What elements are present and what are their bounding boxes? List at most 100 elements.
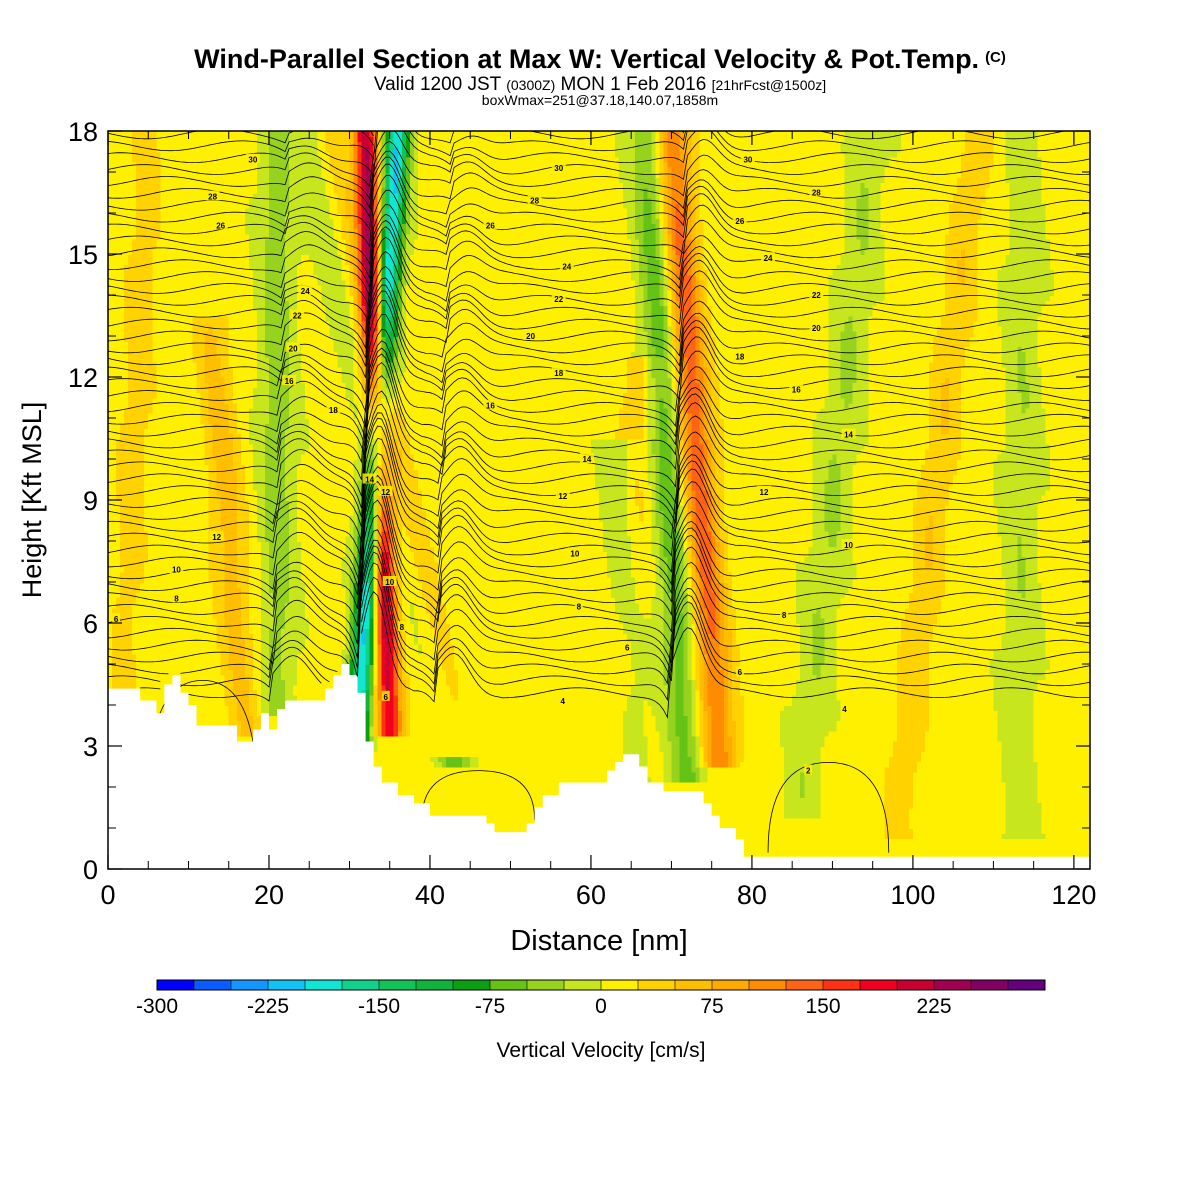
velocity-cell — [136, 289, 141, 296]
velocity-cell — [128, 397, 133, 404]
velocity-cell — [196, 377, 202, 383]
velocity-cell — [132, 356, 137, 363]
velocity-cell — [108, 361, 113, 368]
velocity-cell — [164, 489, 170, 496]
velocity-cell — [260, 172, 266, 178]
velocity-cell — [160, 207, 166, 214]
velocity-cell — [108, 202, 113, 209]
velocity-cell — [200, 166, 206, 173]
velocity-cell — [260, 658, 266, 665]
velocity-cell — [136, 330, 141, 337]
velocity-cell — [160, 592, 166, 599]
velocity-cell — [140, 315, 145, 322]
velocity-cell — [208, 356, 214, 363]
velocity-cell — [128, 674, 133, 681]
velocity-cell — [180, 141, 186, 148]
velocity-cell — [204, 438, 210, 445]
velocity-cell — [184, 218, 190, 224]
velocity-cell — [212, 274, 218, 281]
velocity-cell — [164, 223, 170, 230]
velocity-cell — [220, 571, 226, 578]
velocity-cell — [208, 254, 214, 260]
velocity-cell — [184, 633, 190, 640]
velocity-cell — [144, 674, 149, 681]
velocity-cell — [148, 366, 153, 373]
velocity-cell — [136, 453, 141, 460]
velocity-cell — [144, 669, 149, 675]
velocity-cell — [204, 633, 210, 640]
velocity-cell — [128, 489, 133, 496]
velocity-cell — [148, 530, 153, 537]
velocity-cell — [208, 541, 214, 547]
velocity-cell — [172, 648, 178, 655]
velocity-cell — [144, 341, 149, 347]
velocity-cell — [192, 505, 198, 511]
velocity-cell — [128, 310, 133, 317]
velocity-cell — [204, 136, 210, 142]
velocity-cell — [204, 479, 210, 486]
velocity-cell — [236, 259, 242, 265]
velocity-cell — [172, 576, 178, 583]
velocity-cell — [172, 571, 178, 578]
velocity-cell — [108, 238, 113, 245]
velocity-cell — [208, 561, 214, 568]
velocity-cell — [188, 612, 194, 619]
velocity-cell — [168, 356, 174, 363]
velocity-cell — [188, 243, 194, 250]
velocity-cell — [192, 664, 198, 670]
velocity-cell — [108, 371, 113, 378]
velocity-cell — [260, 556, 266, 563]
velocity-cell — [196, 197, 202, 204]
velocity-cell — [108, 279, 113, 286]
velocity-cell — [172, 228, 178, 235]
velocity-cell — [168, 418, 174, 424]
velocity-cell — [120, 515, 125, 522]
velocity-cell — [180, 433, 186, 440]
velocity-cell — [260, 264, 266, 271]
velocity-cell — [124, 679, 129, 686]
velocity-cell — [120, 556, 125, 563]
velocity-cell — [164, 571, 170, 578]
velocity-cell — [112, 213, 117, 219]
velocity-cell — [220, 500, 226, 506]
velocity-cell — [196, 146, 202, 153]
velocity-cell — [128, 530, 133, 537]
velocity-cell — [204, 243, 210, 250]
velocity-cell — [216, 459, 222, 465]
velocity-cell — [277, 289, 282, 296]
velocity-cell — [136, 336, 141, 342]
velocity-cell — [148, 202, 153, 209]
velocity-cell — [192, 489, 198, 496]
velocity-cell — [184, 223, 190, 230]
velocity-cell — [216, 382, 222, 388]
velocity-cell — [160, 377, 166, 383]
velocity-cell — [120, 623, 125, 629]
velocity-cell — [244, 202, 250, 209]
velocity-cell — [224, 592, 230, 599]
velocity-cell — [132, 612, 137, 619]
velocity-cell — [108, 351, 113, 358]
velocity-cell — [180, 248, 186, 255]
velocity-cell — [244, 735, 250, 742]
velocity-cell — [180, 587, 186, 593]
velocity-cell — [148, 643, 153, 650]
velocity-cell — [188, 187, 194, 194]
velocity-cell — [236, 269, 242, 276]
velocity-cell — [176, 274, 182, 281]
velocity-cell — [152, 469, 158, 476]
velocity-cell — [200, 192, 206, 199]
velocity-cell — [277, 617, 282, 624]
velocity-cell — [188, 412, 194, 419]
velocity-cell — [216, 259, 222, 265]
velocity-cell — [156, 341, 162, 347]
velocity-cell — [120, 295, 125, 301]
velocity-cell — [277, 658, 282, 665]
velocity-cell — [112, 669, 117, 675]
velocity-cell — [244, 617, 250, 624]
velocity-cell — [156, 418, 162, 424]
velocity-cell — [128, 459, 133, 465]
velocity-cell — [132, 146, 137, 153]
velocity-cell — [132, 233, 137, 240]
velocity-cell — [212, 131, 218, 137]
velocity-cell — [120, 146, 125, 153]
